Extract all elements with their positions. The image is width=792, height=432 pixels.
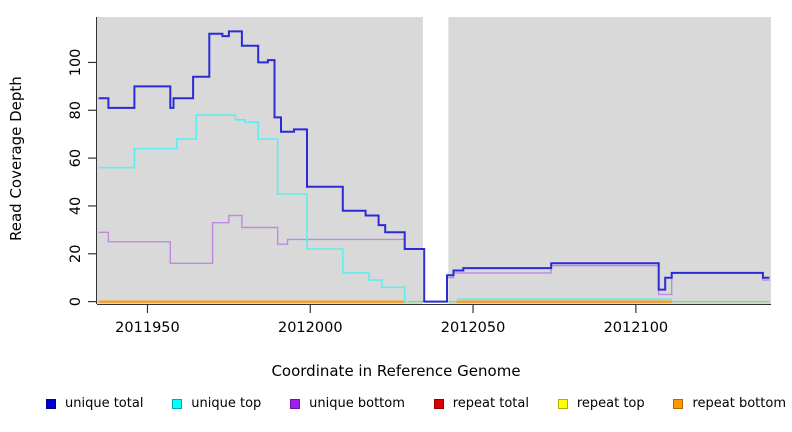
y-tick-label: 0 [68, 297, 84, 306]
y-tick-label: 80 [68, 101, 84, 119]
legend-swatch-unique-total [46, 398, 56, 409]
legend-swatch-repeat-top [557, 398, 568, 409]
x-tick-label: 2011950 [115, 320, 180, 336]
legend-item-unique-top: unique top [172, 396, 261, 411]
legend-item-repeat-bottom: repeat bottom [673, 396, 786, 411]
legend-swatch-unique-top [172, 398, 183, 409]
y-tick-label: 40 [68, 197, 84, 215]
legend-label-unique-total: unique total [65, 396, 144, 411]
legend-swatch-unique-bottom [290, 398, 301, 409]
y-tick-label: 60 [68, 149, 84, 167]
x-tick-label: 2012100 [604, 320, 669, 336]
legend-swatch-repeat-total [433, 398, 444, 409]
legend-label-unique-top: unique top [191, 396, 262, 411]
chart-legend: unique total unique top unique bottom re… [46, 396, 786, 411]
series-unique-total-line [98, 30, 770, 303]
y-tick-label: 100 [68, 49, 84, 77]
y-tick-label: 20 [68, 245, 84, 263]
y-axis-title: Read Coverage Depth [7, 76, 25, 241]
x-axis-title: Coordinate in Reference Genome [271, 362, 521, 380]
coverage-gap-band [422, 17, 449, 304]
legend-label-repeat-bottom: repeat bottom [692, 396, 786, 411]
series-unique-top-line [98, 114, 408, 303]
x-tick-label: 2012000 [278, 320, 343, 336]
legend-label-repeat-total: repeat total [452, 396, 529, 411]
legend-label-repeat-top: repeat top [576, 396, 645, 411]
legend-item-unique-bottom: unique bottom [290, 396, 405, 411]
legend-label-unique-bottom: unique bottom [309, 396, 405, 411]
x-tick-label: 2012050 [441, 320, 506, 336]
legend-item-unique-total: unique total [46, 396, 143, 411]
legend-swatch-repeat-bottom [673, 398, 684, 409]
legend-item-repeat-total: repeat total [433, 396, 529, 411]
legend-item-repeat-top: repeat top [557, 396, 645, 411]
